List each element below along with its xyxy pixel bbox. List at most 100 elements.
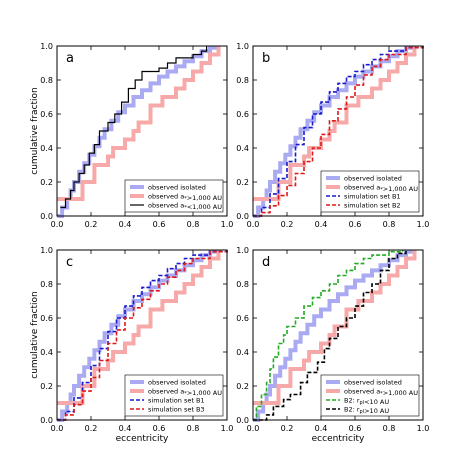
panel-b-series [253,45,424,218]
panel-b-xtick-label-4: 0.8 [383,220,396,229]
panel-d-label: d [262,255,270,270]
panel-a-frame [56,45,228,217]
panel-b-xtick-label-3: 0.6 [349,220,362,229]
panel-a-xtick-label-1: 0.2 [85,220,98,229]
panel-b-frame [252,45,424,217]
panel-d-xtick-label-5: 1.0 [417,424,430,433]
panel-a-xtick-label-0: 0.0 [51,220,64,229]
panel-b-label: b [262,51,270,66]
panel-c-legend-label-1: observed a*>1,000 AU [148,388,222,398]
panel-b-legend: observed isolated observed a*>1,000 AU s… [320,170,420,213]
panel-d-series-0-line [253,249,414,422]
panel-b-ytick-label-3: 0.6 [236,110,249,119]
panel-c-xtick-label-1: 0.2 [85,424,98,433]
panel-b-series-2-line [253,46,424,217]
panel-c-ytick-label-5: 1.0 [40,246,53,255]
panel-d-ytick-label-4: 0.8 [236,280,249,289]
panel-b-ytick-label-5: 1.0 [236,42,249,51]
panel-a-ytick-label-4: 0.8 [40,76,53,85]
panel-c-legend: observed isolated observed a*>1,000 AU s… [124,374,224,417]
panel-b-ytick-label-2: 0.4 [236,144,249,153]
panel-b-series-1-line [253,46,417,201]
panel-d-ytick-label-5: 1.0 [236,246,249,255]
panel-d-ytick-label-3: 0.6 [236,314,249,323]
panel-b-ticks: 0.0 0.2 0.4 0.6 0.8 1.0 0.0 0.2 0.4 0.6 0.8 1.0 [236,42,429,229]
panel-b-legend-label-2: simulation set B1 [344,193,401,201]
y-axis-label-top: cumulative fraction [30,87,40,174]
panel-c-xtick-label-3: 0.6 [153,424,166,433]
panel-b-legend-label-0: observed isolated [344,175,402,183]
panel-c: c 0.0 0.2 0.4 0.6 0.8 1.0 0.0 0.2 0.4 0.6 0.8 1.0 o… [40,246,233,433]
panel-d-series-3-line [253,250,407,421]
panel-a-ytick-label-5: 1.0 [40,42,53,51]
panel-d-xtick-label-3: 0.6 [349,424,362,433]
panel-d: d 0.0 0.2 0.4 0.6 0.8 1.0 0.0 0.2 0.4 0.6 0.8 1.0 o… [236,246,429,433]
panel-b-ytick-label-0: 0.0 [236,212,249,221]
panel-b: b 0.0 0.2 0.4 0.6 0.8 1.0 0.0 0.2 0.4 0.6 0.8 1.0 o… [236,42,429,229]
panel-c-ytick-label-0: 0.0 [40,416,53,425]
panel-d-xtick-label-1: 0.2 [281,424,294,433]
panel-d-xtick-label-2: 0.4 [315,424,328,433]
panel-d-legend: observed isolated observed a*>1,000 AU B… [320,374,420,417]
panel-a-ytick-label-0: 0.0 [40,212,53,221]
x-axis-label-right: eccentricity [312,434,365,444]
panel-a-ytick-label-2: 0.4 [40,144,53,153]
panel-b-xtick-label-0: 0.0 [247,220,260,229]
panel-a-label: a [66,51,74,66]
panel-c-legend-label-0: observed isolated [148,379,206,387]
panel-c-series-3-line [57,250,228,421]
panel-b-ytick-label-1: 0.2 [236,178,249,187]
panel-c-legend-label-3: simulation set B3 [148,406,205,414]
panel-a-ytick-label-1: 0.2 [40,178,53,187]
panel-a-legend-label-1: observed a*>1,000 AU [148,193,222,203]
panel-c-series [57,249,228,422]
panel-c-ytick-label-2: 0.4 [40,348,53,357]
y-axis-label-bottom: cumulative fraction [30,291,40,378]
panel-d-legend-label-0: observed isolated [344,379,402,387]
panel-d-ytick-label-1: 0.2 [236,382,249,391]
panel-a-xtick-label-3: 0.6 [153,220,166,229]
panel-b-ytick-label-4: 0.8 [236,76,249,85]
panel-c-ytick-label-3: 0.6 [40,314,53,323]
panel-a-legend-label-2: observed a*<1,000 AU [148,202,222,212]
panel-d-ytick-label-2: 0.4 [236,348,249,357]
panel-d-legend-label-1: observed a*>1,000 AU [344,388,418,398]
panel-a-xtick-label-2: 0.4 [119,220,132,229]
panel-c-ytick-label-1: 0.2 [40,382,53,391]
panel-c-frame [56,249,228,421]
panel-b-legend-label-3: simulation set B2 [344,202,401,210]
panel-a: a 0.0 0.2 0.4 0.6 0.8 1.0 0.0 0.2 0.4 0.6 0.8 1.0 o… [40,42,233,229]
panel-a-legend-label-0: observed isolated [148,184,206,192]
panel-c-xtick-label-5: 1.0 [221,424,234,433]
panel-b-legend-label-1: observed a*>1,000 AU [344,184,418,194]
panel-d-series [253,249,417,422]
panel-a-ytick-label-3: 0.6 [40,110,53,119]
panel-d-frame [252,249,424,421]
panel-a-series-1-line [57,46,221,201]
panel-c-xtick-label-2: 0.4 [119,424,132,433]
panel-b-xtick-label-1: 0.2 [281,220,294,229]
panel-c-ytick-label-4: 0.8 [40,280,53,289]
panel-b-series-3-line [253,46,424,217]
panel-d-ytick-label-0: 0.0 [236,416,249,425]
panel-a-legend: observed isolated observed a*>1,000 AU o… [124,179,224,213]
panel-a-xtick-label-5: 1.0 [221,220,234,229]
panel-d-xtick-label-4: 0.8 [383,424,396,433]
panel-d-legend-label-3: B2: rpl>10 AU [344,406,389,416]
panel-c-ticks: 0.0 0.2 0.4 0.6 0.8 1.0 0.0 0.2 0.4 0.6 0.8 1.0 [40,246,233,433]
panel-d-series-2-line [253,250,404,421]
panel-c-label: c [66,255,73,270]
panel-c-legend-label-2: simulation set B1 [148,397,205,405]
panel-d-legend-label-2: B2: rpl<10 AU [344,397,389,407]
panel-b-xtick-label-2: 0.4 [315,220,328,229]
panel-c-series-1-line [57,250,221,405]
x-axis-label-left: eccentricity [116,434,169,444]
panel-a-series-2-line [60,46,208,209]
panel-c-xtick-label-0: 0.0 [51,424,64,433]
panel-d-xtick-label-0: 0.0 [247,424,260,433]
panel-b-xtick-label-5: 1.0 [417,220,430,229]
panel-c-xtick-label-4: 0.8 [187,424,200,433]
panel-a-series [57,45,221,218]
panel-c-series-2-line [57,250,228,421]
